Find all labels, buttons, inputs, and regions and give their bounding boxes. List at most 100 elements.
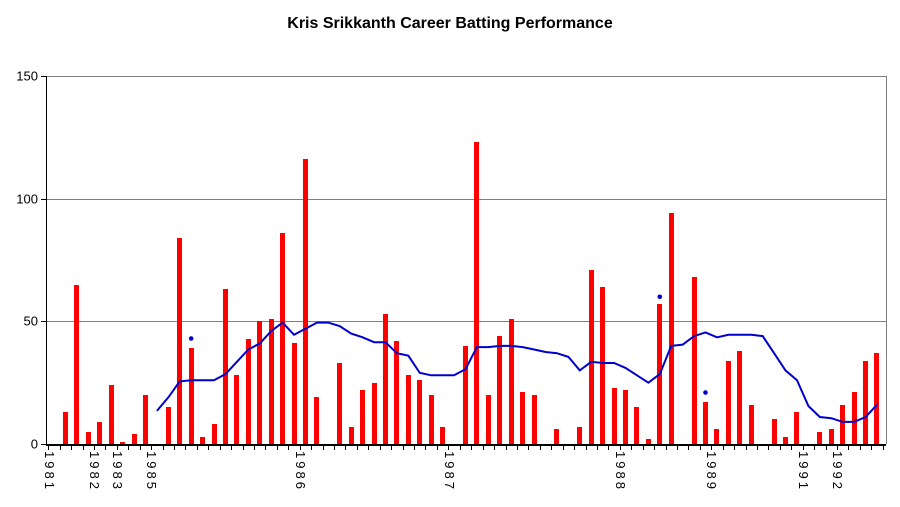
- run-bar: [520, 392, 526, 444]
- x-axis-tick: [379, 445, 381, 450]
- x-axis-tick: [448, 445, 450, 450]
- run-bar: [371, 382, 377, 444]
- dot-marker: [188, 336, 194, 341]
- x-axis-tick: [196, 445, 198, 450]
- x-axis-tick: [802, 445, 804, 450]
- x-axis-tick: [608, 445, 610, 450]
- x-axis-tick: [585, 445, 587, 450]
- run-bar: [222, 289, 228, 444]
- run-bar: [611, 387, 617, 444]
- x-axis-tick: [642, 445, 644, 450]
- average-line: [156, 321, 878, 423]
- x-axis-tick: [688, 445, 690, 450]
- y-tick-label: 100: [16, 191, 38, 207]
- run-bar: [863, 360, 869, 444]
- x-axis-tick: [551, 445, 553, 450]
- x-axis-tick: [814, 445, 816, 450]
- x-axis-tick: [356, 445, 358, 450]
- run-bar: [211, 424, 217, 444]
- x-axis-tick: [219, 445, 221, 450]
- x-axis-tick: [699, 445, 701, 450]
- x-axis-tick: [414, 445, 416, 450]
- x-axis-tick: [174, 445, 176, 450]
- x-axis-tick: [231, 445, 233, 450]
- x-axis-tick: [619, 445, 621, 450]
- chart-title: Kris Srikkanth Career Batting Performanc…: [287, 15, 613, 32]
- run-bar: [234, 375, 240, 444]
- x-axis-tick: [482, 445, 484, 450]
- x-axis: [45, 444, 886, 446]
- run-bar: [108, 385, 114, 444]
- x-axis-tick: [539, 445, 541, 450]
- x-axis-tick: [208, 445, 210, 450]
- run-bar: [771, 419, 777, 444]
- run-bar: [588, 269, 594, 444]
- run-bar: [840, 404, 846, 444]
- run-bar: [737, 350, 743, 444]
- y-axis-tick: [40, 76, 46, 77]
- x-axis-tick: [94, 445, 96, 450]
- run-bar: [417, 380, 423, 444]
- plot-right-border: [886, 76, 887, 444]
- y-axis-tick: [40, 321, 46, 323]
- x-axis-tick: [711, 445, 713, 450]
- x-axis-tick: [116, 445, 118, 450]
- run-bar: [200, 436, 206, 444]
- run-bar: [794, 412, 800, 444]
- run-bar: [177, 237, 183, 444]
- x-axis-tick: [825, 445, 827, 450]
- gridline-100: [47, 198, 886, 200]
- run-bar: [748, 404, 754, 444]
- run-bar: [280, 233, 286, 444]
- x-axis-tick: [254, 445, 256, 450]
- x-axis-tick: [791, 445, 793, 450]
- x-axis-tick: [562, 445, 564, 450]
- run-bar: [554, 429, 560, 444]
- run-bar: [142, 394, 148, 444]
- run-bar: [405, 375, 411, 444]
- x-axis-tick: [425, 445, 427, 450]
- x-axis-tick: [105, 445, 107, 450]
- run-bar: [668, 213, 674, 444]
- x-axis-tick: [242, 445, 244, 450]
- x-axis-tick: [276, 445, 278, 450]
- x-axis-tick: [48, 445, 50, 450]
- x-axis-tick: [299, 445, 301, 450]
- run-bar: [463, 345, 468, 444]
- run-bar: [474, 142, 480, 444]
- x-axis-tick: [665, 445, 667, 450]
- run-bar: [394, 340, 400, 444]
- x-axis-tick: [459, 445, 461, 450]
- run-bar: [360, 390, 366, 444]
- x-axis-tick: [402, 445, 404, 450]
- x-axis-tick: [368, 445, 370, 450]
- run-bar: [691, 277, 697, 444]
- x-axis-tick: [574, 445, 576, 450]
- x-axis-tick: [139, 445, 141, 450]
- x-axis-tick: [779, 445, 781, 450]
- x-axis-tick: [848, 445, 850, 450]
- run-bar: [851, 392, 857, 444]
- run-bar: [165, 407, 171, 444]
- x-axis-tick: [436, 445, 438, 450]
- y-tick-label: 0: [30, 436, 38, 452]
- y-axis: [45, 76, 47, 446]
- x-axis-tick: [505, 445, 507, 450]
- y-axis-tick: [40, 444, 46, 445]
- run-bar: [531, 394, 537, 444]
- run-bar: [62, 412, 68, 444]
- run-bar: [337, 363, 343, 444]
- x-axis-tick: [516, 445, 518, 450]
- run-bar: [131, 434, 137, 444]
- run-bar: [302, 159, 308, 444]
- x-axis-tick: [82, 445, 84, 450]
- x-axis-tick: [882, 445, 884, 450]
- x-axis-tick: [654, 445, 656, 450]
- run-bar: [120, 441, 126, 444]
- run-bar: [85, 431, 91, 444]
- gridline-50: [47, 321, 886, 323]
- gridline-150: [47, 76, 886, 77]
- y-axis-tick: [40, 198, 46, 200]
